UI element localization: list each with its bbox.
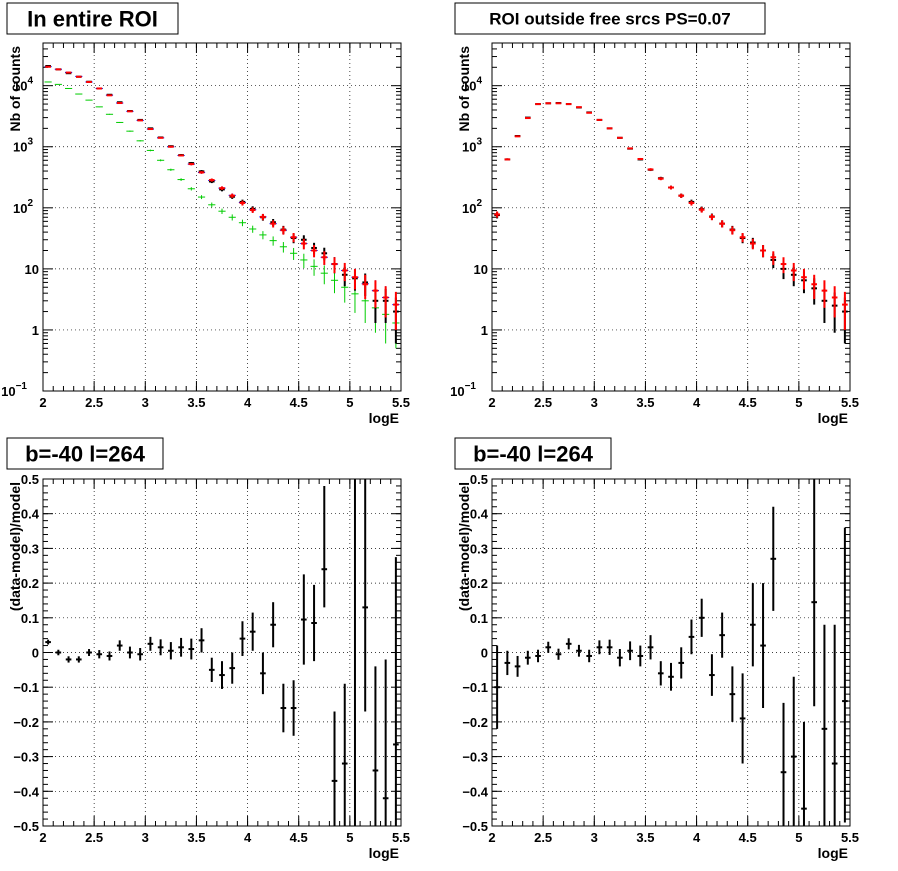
- y-tick-label: 1: [481, 323, 488, 338]
- x-tick-label: 4: [693, 830, 701, 845]
- x-tick-label: 3: [142, 395, 149, 410]
- data-series-3: [45, 65, 399, 344]
- x-tick-label: 4: [244, 830, 252, 845]
- x-tick-label: 5.5: [841, 830, 859, 845]
- data-series-1: [494, 479, 848, 826]
- x-tick-label: 2: [39, 395, 46, 410]
- y-tick-label: 103: [462, 137, 482, 155]
- x-tick-label: 2: [488, 395, 495, 410]
- chart-title: b=-40 l=264: [473, 441, 594, 466]
- plot-frame: [42, 42, 402, 392]
- x-tick-label: 3: [591, 830, 598, 845]
- chart-panel-4: 2 2.5 3 3.5 4 4.5 5 5.5 −0.5 −0.4 −0.3 −0.2 −0.1 0 0.1…: [454, 437, 859, 861]
- y-tick-label: −0.2: [462, 715, 488, 730]
- y-tick-label: 10: [474, 262, 488, 277]
- y-tick-label: 103: [13, 137, 33, 155]
- x-axis-label: logE: [818, 845, 848, 861]
- title-box: [6, 437, 164, 470]
- x-tick-label: 5: [346, 395, 353, 410]
- data-series-2: [44, 66, 400, 328]
- x-tick-label: 2.5: [85, 395, 103, 410]
- x-tick-label: 4.5: [739, 830, 757, 845]
- y-tick-label: −0.3: [13, 750, 39, 765]
- y-tick-label: 0.1: [470, 611, 488, 626]
- y-tick-label: 0.3: [470, 541, 488, 556]
- chart-panel-1: 2 2.5 3 3.5 4 4.5 5 5.5 10−1 1 10 102 103 104 logE Nb o…: [1, 2, 410, 426]
- x-tick-label: 4.5: [290, 830, 308, 845]
- x-tick-label: 5.5: [841, 395, 859, 410]
- x-tick-label: 3: [591, 395, 598, 410]
- x-tick-label: 5: [795, 830, 802, 845]
- y-tick-label: 0.2: [21, 576, 39, 591]
- x-tick-label: 5.5: [392, 830, 410, 845]
- chart-title: In entire ROI: [27, 6, 158, 31]
- y-tick-label: 0.3: [21, 541, 39, 556]
- title-box: [454, 2, 766, 35]
- y-tick-label: 0: [32, 646, 39, 661]
- chart-panel-2: 2 2.5 3 3.5 4 4.5 5 5.5 10−1 1 10 102 103 104 logE Nb o…: [450, 2, 859, 426]
- x-tick-label: 2: [488, 830, 495, 845]
- x-tick-label: 5.5: [392, 395, 410, 410]
- plot-frame: [491, 42, 851, 392]
- x-tick-label: 4: [244, 395, 252, 410]
- data-series-1: [44, 81, 400, 349]
- x-tick-label: 5: [346, 830, 353, 845]
- y-tick-label: 104: [462, 76, 482, 94]
- chart-title: b=-40 l=264: [25, 441, 146, 466]
- x-tick-label: 4.5: [290, 395, 308, 410]
- x-tick-label: 5: [795, 395, 802, 410]
- y-tick-label: −0.1: [462, 680, 488, 695]
- y-tick-label: 102: [462, 198, 482, 216]
- y-tick-label: 10−1: [450, 381, 476, 399]
- y-tick-label: 10−1: [1, 381, 27, 399]
- y-tick-label: 0.1: [21, 611, 39, 626]
- title-box: [454, 437, 612, 470]
- y-tick-label: −0.4: [13, 784, 39, 799]
- y-axis-label: (data-model)/model: [456, 482, 472, 611]
- x-tick-label: 2: [39, 830, 46, 845]
- x-axis-label: logE: [369, 845, 399, 861]
- x-tick-label: 4.5: [739, 395, 757, 410]
- x-tick-label: 2.5: [534, 395, 552, 410]
- y-tick-label: 0.2: [470, 576, 488, 591]
- y-tick-label: 1: [32, 323, 39, 338]
- data-series-1: [494, 102, 848, 344]
- chart-title: ROI outside free srcs PS=0.07: [489, 10, 730, 29]
- y-tick-label: 0.4: [21, 507, 40, 522]
- data-series-2: [494, 102, 848, 330]
- x-axis-label: logE: [369, 410, 399, 426]
- y-tick-label: 0.4: [470, 507, 489, 522]
- y-tick-label: −0.3: [462, 750, 488, 765]
- x-tick-label: 2.5: [534, 830, 552, 845]
- x-tick-label: 3.5: [187, 395, 205, 410]
- y-tick-label: 104: [13, 76, 33, 94]
- y-tick-label: 10: [25, 262, 39, 277]
- x-tick-label: 3.5: [636, 395, 654, 410]
- y-tick-label: −0.5: [13, 819, 39, 834]
- x-tick-label: 2.5: [85, 830, 103, 845]
- y-tick-label: 0: [481, 646, 488, 661]
- title-box: [6, 2, 179, 35]
- data-series-4: [45, 65, 399, 330]
- y-tick-label: −0.1: [13, 680, 39, 695]
- y-tick-label: 0.5: [470, 472, 488, 487]
- chart-panel-3: 2 2.5 3 3.5 4 4.5 5 5.5 −0.5 −0.4 −0.3 −0.2 −0.1 0 0.1…: [6, 437, 410, 861]
- y-axis-label: Nb of counts: [7, 46, 23, 132]
- x-tick-label: 3.5: [187, 830, 205, 845]
- y-tick-label: −0.2: [13, 715, 39, 730]
- x-tick-label: 3: [142, 830, 149, 845]
- x-tick-label: 3.5: [636, 830, 654, 845]
- y-tick-label: −0.4: [462, 784, 488, 799]
- x-tick-label: 4: [693, 395, 701, 410]
- data-series-1: [45, 479, 399, 826]
- y-tick-label: −0.5: [462, 819, 488, 834]
- y-tick-label: 102: [13, 198, 33, 216]
- x-axis-label: logE: [818, 410, 848, 426]
- y-tick-label: 0.5: [21, 472, 39, 487]
- y-axis-label: Nb of counts: [456, 46, 472, 132]
- y-axis-label: (data-model)/model: [7, 482, 23, 611]
